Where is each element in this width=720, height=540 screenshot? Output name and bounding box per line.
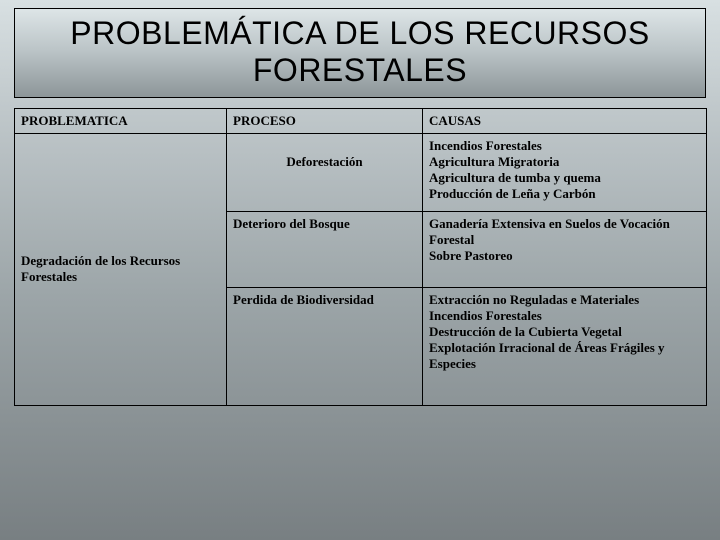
main-table: PROBLEMATICA PROCESO CAUSAS Degradación … [14,108,707,406]
table-row: Degradación de los Recursos Forestales D… [15,133,707,211]
cell-proceso-2: Perdida de Biodiversidad [227,287,423,405]
cell-problematica: Degradación de los Recursos Forestales [15,133,227,405]
header-proceso: PROCESO [227,108,423,133]
cell-causas-2: Extracción no Reguladas e MaterialesInce… [423,287,707,405]
cell-causas-0: Incendios ForestalesAgricultura Migrator… [423,133,707,211]
header-problematica: PROBLEMATICA [15,108,227,133]
table-header-row: PROBLEMATICA PROCESO CAUSAS [15,108,707,133]
cell-causas-1: Ganadería Extensiva en Suelos de Vocació… [423,211,707,287]
slide: PROBLEMÁTICA DE LOS RECURSOS FORESTALES … [0,0,720,540]
cell-proceso-1: Deterioro del Bosque [227,211,423,287]
cell-proceso-0: Deforestación [227,133,423,211]
slide-title: PROBLEMÁTICA DE LOS RECURSOS FORESTALES [25,15,695,89]
header-causas: CAUSAS [423,108,707,133]
title-box: PROBLEMÁTICA DE LOS RECURSOS FORESTALES [14,8,706,98]
